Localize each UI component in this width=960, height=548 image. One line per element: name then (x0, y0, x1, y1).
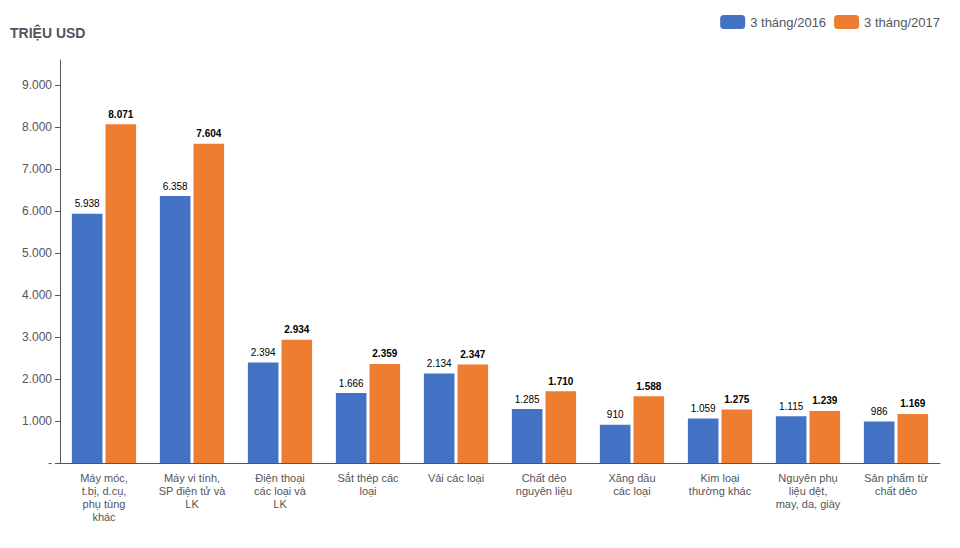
svg-text:2.000: 2.000 (22, 372, 52, 386)
svg-text:5.000: 5.000 (22, 246, 52, 260)
svg-text:1.059: 1.059 (691, 403, 716, 414)
svg-text:loại: loại (359, 485, 376, 497)
svg-text:1.115: 1.115 (779, 401, 804, 412)
svg-text:2.394: 2.394 (251, 347, 276, 358)
svg-text:2.134: 2.134 (427, 358, 452, 369)
svg-text:Vải các loại: Vải các loại (428, 472, 484, 484)
svg-text:Máy móc,: Máy móc, (80, 472, 128, 484)
svg-text:Kim loại: Kim loại (700, 472, 739, 484)
svg-text:may, da, giày: may, da, giày (776, 498, 841, 510)
svg-text:910: 910 (607, 409, 624, 420)
svg-text:1.239: 1.239 (812, 395, 837, 406)
svg-text:6.000: 6.000 (22, 204, 52, 218)
svg-text:1.666: 1.666 (339, 378, 364, 389)
svg-text:Sản phẩm từ: Sản phẩm từ (864, 472, 928, 484)
svg-text:8.000: 8.000 (22, 120, 52, 134)
svg-text:2.359: 2.359 (372, 348, 397, 359)
svg-text:t.bị, d.cụ,: t.bị, d.cụ, (82, 485, 127, 497)
svg-text:TRIỆU USD: TRIỆU USD (10, 24, 85, 41)
svg-text:7.604: 7.604 (196, 128, 221, 139)
svg-text:986: 986 (871, 406, 888, 417)
svg-text:Nguyên phụ: Nguyên phụ (778, 472, 837, 484)
svg-text:LK: LK (273, 498, 287, 510)
svg-text:-: - (48, 456, 52, 470)
svg-text:6.358: 6.358 (163, 181, 188, 192)
svg-text:3.000: 3.000 (22, 330, 52, 344)
svg-text:LK: LK (185, 498, 199, 510)
svg-text:nguyên liệu: nguyên liệu (516, 485, 572, 497)
svg-text:khác: khác (92, 511, 116, 523)
svg-text:liệu dệt,: liệu dệt, (789, 485, 828, 497)
svg-text:4.000: 4.000 (22, 288, 52, 302)
svg-text:9.000: 9.000 (22, 78, 52, 92)
svg-text:8.071: 8.071 (108, 109, 133, 120)
svg-text:Sắt thép các: Sắt thép các (337, 472, 399, 484)
svg-text:SP điện tử và: SP điện tử và (159, 485, 226, 497)
svg-text:các loại và: các loại và (254, 485, 307, 497)
svg-text:1.710: 1.710 (548, 376, 573, 387)
svg-text:5.938: 5.938 (75, 198, 100, 209)
svg-text:thường khác: thường khác (689, 485, 752, 497)
svg-text:2.934: 2.934 (284, 324, 309, 335)
svg-text:7.000: 7.000 (22, 162, 52, 176)
svg-text:1.588: 1.588 (636, 381, 661, 392)
svg-text:chất dẻo: chất dẻo (875, 485, 917, 497)
svg-text:1.000: 1.000 (22, 414, 52, 428)
svg-text:Xăng dầu: Xăng dầu (608, 472, 655, 484)
svg-text:Điện thoại: Điện thoại (255, 472, 305, 484)
svg-text:2.347: 2.347 (460, 349, 485, 360)
svg-text:Chất dẻo: Chất dẻo (522, 472, 567, 484)
svg-text:Máy vi tính,: Máy vi tính, (164, 472, 220, 484)
svg-text:1.275: 1.275 (724, 394, 749, 405)
svg-text:3 tháng/2017: 3 tháng/2017 (864, 15, 940, 30)
svg-text:các loại: các loại (613, 485, 650, 497)
svg-text:3 tháng/2016: 3 tháng/2016 (750, 15, 826, 30)
svg-text:1.169: 1.169 (900, 398, 925, 409)
svg-text:phụ tùng: phụ tùng (83, 498, 126, 510)
svg-text:1.285: 1.285 (515, 394, 540, 405)
